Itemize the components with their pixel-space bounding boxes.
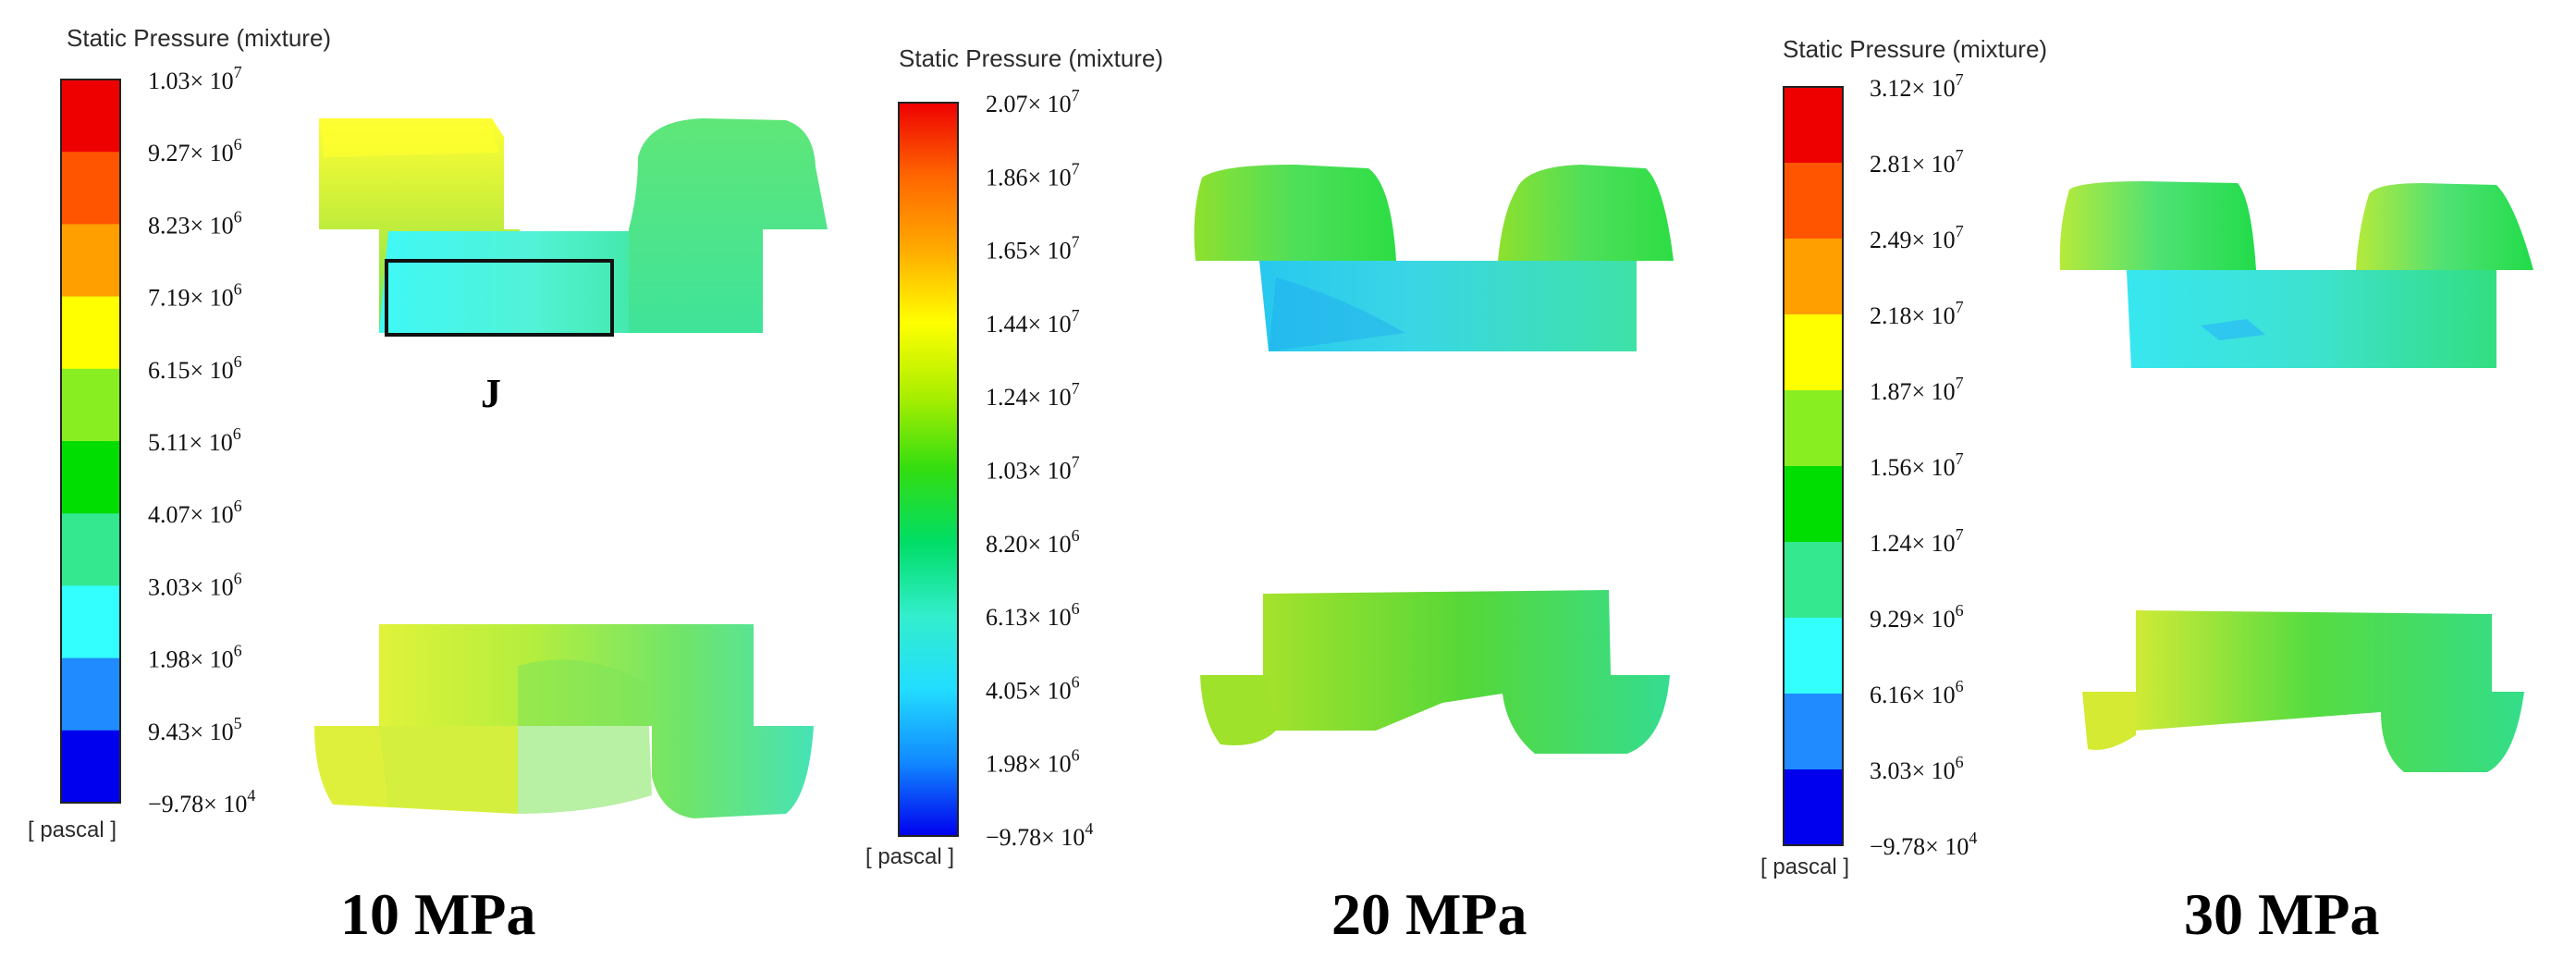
colorbar-tick-label: 6.16× 106 (1870, 677, 1964, 708)
contour-upper (2059, 181, 2533, 368)
colorbar-tick-label: 1.98× 106 (986, 746, 1080, 778)
colorbar-tick-label: 1.44× 107 (986, 306, 1080, 338)
colorbar-tick-label: 5.11× 106 (148, 424, 241, 456)
colorbar-band (61, 441, 120, 514)
unit-label: [ pascal ] (28, 817, 117, 842)
colorbar-band (1784, 769, 1843, 846)
colorbar-band (1784, 618, 1843, 694)
contour-lower (314, 624, 814, 818)
colorbar-tick-label: 4.07× 106 (148, 497, 242, 528)
colorbar-tick-label: 1.86× 107 (986, 159, 1080, 191)
region-j-box (385, 259, 614, 337)
panel-10mpa: Static Pressure (mixture) 1.03× 107 9.27×… (28, 24, 828, 947)
colorbar-tick-label: 3.03× 106 (1870, 753, 1964, 784)
contour-upper (319, 118, 828, 333)
colorbar-frame (898, 102, 959, 837)
colorbar-tick-label: 7.19× 106 (148, 280, 242, 312)
colorbar-band (61, 658, 120, 731)
contour-upper (1194, 165, 1674, 351)
colorbar-tick-label: 6.15× 106 (148, 352, 242, 384)
panel-30mpa: Static Pressure (mixture) 3.12× 107 2.81×… (1760, 35, 2533, 947)
colorbar-tick-label: 9.29× 106 (1870, 601, 1964, 633)
colorbar-tick-label: 3.12× 107 (1870, 70, 1964, 102)
colorbar-tick-label: 1.98× 106 (148, 642, 242, 673)
unit-label: [ pascal ] (865, 844, 954, 869)
panel-caption: 30 MPa (2184, 881, 2380, 947)
colorbar-gradient (899, 103, 958, 836)
colorbar-tick-label: 4.05× 106 (986, 672, 1080, 704)
colorbar-band (1784, 87, 1843, 164)
contour-lower (2082, 610, 2524, 772)
region-j-label: J (481, 371, 501, 416)
colorbar (1784, 87, 1843, 846)
colorbar-tick-label: 3.03× 106 (148, 569, 242, 600)
panel-caption: 20 MPa (1331, 881, 1527, 947)
colorbar-tick-label: 1.03× 107 (148, 63, 242, 94)
colorbar-tick-label: 1.87× 107 (1870, 374, 1964, 405)
colorbar-tick-label: 2.81× 107 (1870, 146, 1964, 178)
colorbar-tick-label: 1.56× 107 (1870, 449, 1964, 481)
colorbar-band (1784, 466, 1843, 543)
legend-title: Static Pressure (mixture) (67, 24, 331, 52)
colorbar-tick-label: 8.20× 106 (986, 526, 1080, 558)
colorbar-ticks: 2.07× 107 1.86× 107 1.65× 107 1.44× 107 1.24… (986, 86, 1093, 851)
colorbar-band (1784, 542, 1843, 619)
colorbar-ticks: 1.03× 107 9.27× 106 8.23× 106 7.19× 106 6.15… (148, 63, 255, 817)
colorbar-tick-label: −9.78× 104 (986, 819, 1093, 851)
colorbar-band (1784, 694, 1843, 770)
colorbar-band (61, 296, 120, 370)
colorbar-frame (1783, 86, 1844, 846)
colorbar-band (61, 224, 120, 298)
colorbar-band (1784, 390, 1843, 467)
colorbar-frame (60, 79, 121, 804)
colorbar-tick-label: 2.49× 107 (1870, 222, 1964, 253)
colorbar-band (1784, 239, 1843, 315)
colorbar-tick-label: −9.78× 104 (1870, 829, 1977, 860)
colorbar-tick-label: −9.78× 104 (148, 786, 255, 817)
colorbar-tick-label: 2.18× 107 (1870, 298, 1964, 329)
colorbar-tick-label: 1.24× 107 (1870, 525, 1964, 557)
colorbar-band (1784, 163, 1843, 240)
colorbar-tick-label: 1.03× 107 (986, 453, 1080, 485)
colorbar-tick-label: 2.07× 107 (986, 86, 1080, 117)
colorbar-band (61, 730, 120, 804)
colorbar-tick-label: 1.24× 107 (986, 379, 1080, 411)
colorbar-band (61, 368, 120, 442)
colorbar (61, 80, 120, 804)
legend-title: Static Pressure (mixture) (1783, 35, 2047, 63)
colorbar-ticks: 3.12× 107 2.81× 107 2.49× 107 2.18× 107 1.87… (1870, 70, 1977, 860)
panel-20mpa: Static Pressure (mixture) 2.07× 107 1.86×… (865, 44, 1674, 947)
colorbar-band (1784, 314, 1843, 391)
colorbar-band (61, 513, 120, 586)
legend-title: Static Pressure (mixture) (899, 44, 1163, 72)
unit-label: [ pascal ] (1760, 854, 1849, 879)
colorbar-band (61, 152, 120, 225)
colorbar-band (61, 585, 120, 659)
colorbar-tick-label: 1.65× 107 (986, 233, 1080, 264)
colorbar-tick-label: 9.27× 106 (148, 135, 242, 166)
panel-caption: 10 MPa (340, 881, 536, 947)
contour-lower (1200, 590, 1670, 754)
colorbar-tick-label: 9.43× 105 (148, 714, 242, 745)
colorbar (899, 103, 958, 836)
colorbar-tick-label: 8.23× 106 (148, 207, 242, 239)
colorbar-band (61, 80, 120, 153)
colorbar-tick-label: 6.13× 106 (986, 599, 1080, 631)
